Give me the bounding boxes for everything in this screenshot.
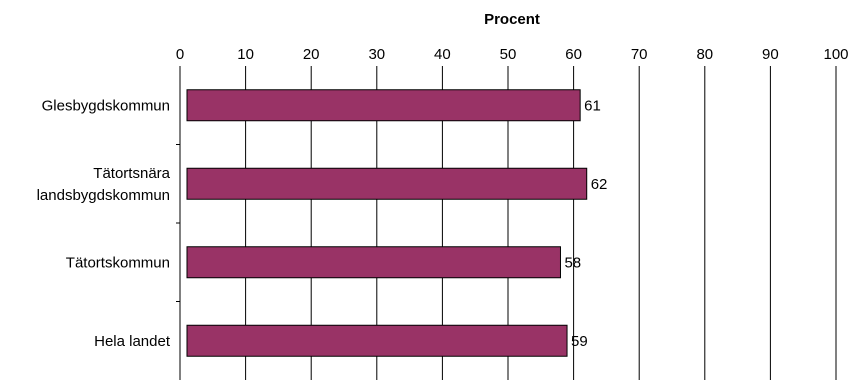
category-label-2: Tätortskommun	[66, 254, 170, 271]
x-tick-label-80: 80	[696, 46, 713, 63]
x-tick-label-30: 30	[368, 46, 385, 63]
data-label-0: 61	[584, 97, 601, 114]
x-tick-label-0: 0	[176, 46, 184, 63]
x-axis-ticks: 0 10 20 30 40 50 60 70 80 90 100	[176, 46, 849, 63]
x-tick-label-70: 70	[631, 46, 648, 63]
x-tick-label-20: 20	[303, 46, 320, 63]
bars	[186, 89, 588, 357]
data-label-1: 62	[591, 176, 608, 193]
x-tick-label-60: 60	[565, 46, 582, 63]
x-tick-label-10: 10	[237, 46, 254, 63]
x-tick-label-40: 40	[434, 46, 451, 63]
category-label-0: Glesbygdskommun	[42, 97, 170, 114]
x-tick-label-90: 90	[762, 46, 779, 63]
bar-1	[186, 167, 588, 200]
data-label-2: 58	[564, 254, 581, 271]
x-axis-title: Procent	[484, 11, 540, 28]
x-tick-label-50: 50	[500, 46, 517, 63]
category-labels: Glesbygdskommun Tätortsnära landsbygdskomm…	[37, 97, 180, 350]
data-labels: 61 62 58 59	[564, 97, 607, 350]
bar-2	[186, 246, 561, 279]
bar-3	[186, 324, 568, 357]
x-tick-label-100: 100	[823, 46, 848, 63]
category-label-3: Hela landet	[94, 333, 171, 350]
category-label-1: Tätortsnära landsbygdskommun	[37, 165, 171, 204]
data-label-3: 59	[571, 333, 588, 350]
bar-0	[186, 89, 581, 122]
